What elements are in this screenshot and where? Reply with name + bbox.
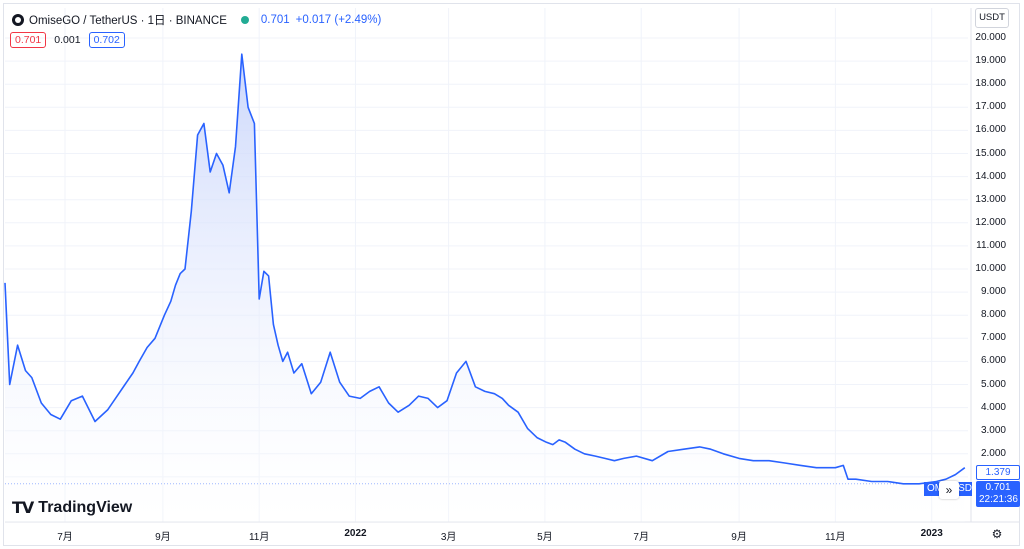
spread-value: 0.001 <box>54 34 81 46</box>
price-tick-label: 17.000 <box>975 101 1006 113</box>
bar-countdown: 22:21:36 <box>979 494 1018 505</box>
sell-price-button[interactable]: 0.701 <box>10 32 47 48</box>
high-price-tag: 1.379 <box>976 465 1020 480</box>
chart-frame <box>3 3 1020 546</box>
settings-icon[interactable]: ⚙ <box>991 527 1003 541</box>
time-tick-label: 7月 <box>633 532 649 543</box>
last-price-value: 0.701 <box>985 482 1011 493</box>
price-tick-label: 20.000 <box>975 32 1006 43</box>
quote-price: 0.701 <box>260 14 290 26</box>
symbol-title[interactable]: OmiseGO / TetherUS · 1日 · BINANCE <box>29 15 227 27</box>
price-tick-label: 8.000 <box>980 309 1006 321</box>
time-tick-label: 2022 <box>344 528 367 539</box>
price-tick-label: 6.000 <box>980 355 1006 367</box>
tradingview-logo-text: TradingView <box>38 498 133 516</box>
price-tick-label: 4.000 <box>980 401 1006 413</box>
price-tick-label: 11.000 <box>976 239 1006 251</box>
symbol-legend[interactable]: OmiseGO / TetherUS · 1日 · BINANCE 0.701 … <box>12 12 381 28</box>
quote-change: +0.017 (+2.49%) <box>295 14 382 26</box>
bid-ask-row: 0.701 0.001 0.702 <box>10 32 125 48</box>
price-area-fill <box>5 54 965 522</box>
price-tick-label: 3.000 <box>980 424 1006 436</box>
time-tick-label: 11月 <box>825 532 846 543</box>
price-line <box>4 53 966 485</box>
time-tick-label: 7月 <box>57 532 73 543</box>
price-tick-label: 9.000 <box>980 286 1006 298</box>
price-tick-label: 16.000 <box>975 124 1006 136</box>
symbol-logo-icon <box>12 14 24 26</box>
price-tick-label: 14.000 <box>975 170 1006 182</box>
tradingview-logo-icon: TV <box>12 498 34 517</box>
tradingview-logo[interactable]: TV TradingView <box>12 498 132 517</box>
market-status-icon <box>240 16 249 24</box>
currency-unit-button[interactable]: USDT <box>975 8 1009 28</box>
price-tick-label: 19.000 <box>975 55 1006 67</box>
time-tick-label: 9月 <box>731 532 747 543</box>
price-tick-label: 18.000 <box>975 78 1006 90</box>
price-tick-label: 2.000 <box>980 447 1006 459</box>
time-tick-label: 2023 <box>920 528 943 539</box>
price-tick-label: 10.000 <box>975 263 1006 274</box>
time-tick-label: 9月 <box>155 532 171 543</box>
time-tick-label: 11月 <box>248 532 270 543</box>
price-tick-label: 13.000 <box>975 193 1006 205</box>
time-tick-label: 5月 <box>537 532 553 543</box>
price-tick-label: 15.000 <box>975 147 1006 159</box>
price-tick-label: 5.000 <box>980 378 1006 390</box>
scroll-right-icon[interactable]: » <box>939 481 959 499</box>
time-tick-label: 3月 <box>440 532 457 543</box>
price-tick-label: 7.000 <box>980 332 1006 344</box>
buy-price-button[interactable]: 0.702 <box>88 32 125 48</box>
price-tick-label: 12.000 <box>975 216 1006 228</box>
last-price-tag: 0.701 22:21:36 <box>976 481 1020 507</box>
